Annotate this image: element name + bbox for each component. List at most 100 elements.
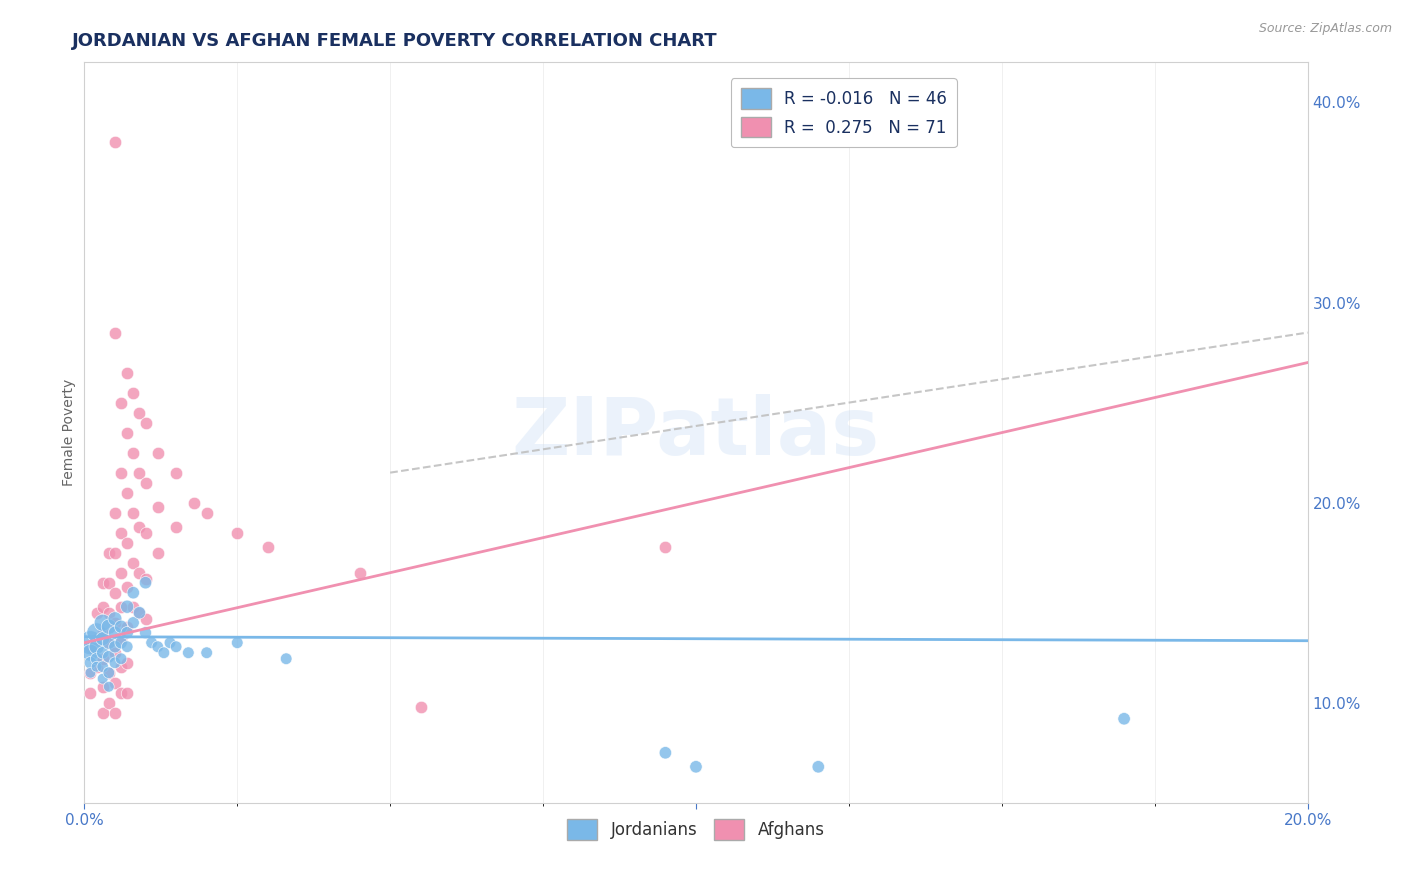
Point — [91, 706, 114, 720]
Point — [135, 525, 157, 540]
Point — [86, 659, 108, 673]
Point — [115, 580, 138, 594]
Point — [226, 636, 249, 650]
Point — [195, 646, 218, 660]
Point — [104, 506, 127, 520]
Point — [146, 640, 169, 654]
Point — [115, 686, 138, 700]
Point — [128, 466, 150, 480]
Point — [110, 632, 132, 646]
Point — [104, 585, 127, 599]
Point — [91, 659, 114, 673]
Point — [104, 640, 127, 654]
Point — [97, 546, 120, 560]
Point — [226, 525, 249, 540]
Point — [86, 632, 108, 646]
Point — [104, 656, 127, 670]
Point — [654, 540, 676, 554]
Point — [115, 640, 138, 654]
Point — [122, 556, 145, 570]
Point — [97, 636, 120, 650]
Point — [110, 651, 132, 665]
Point — [86, 659, 108, 673]
Point — [97, 665, 120, 680]
Point — [110, 620, 132, 634]
Text: Source: ZipAtlas.com: Source: ZipAtlas.com — [1258, 22, 1392, 36]
Point — [91, 646, 114, 660]
Point — [104, 646, 127, 660]
Point — [86, 640, 108, 654]
Point — [135, 572, 157, 586]
Point — [97, 620, 120, 634]
Point — [79, 640, 101, 654]
Point — [91, 651, 114, 665]
Point — [165, 466, 187, 480]
Point — [104, 136, 127, 150]
Point — [409, 699, 432, 714]
Point — [146, 546, 169, 560]
Point — [86, 606, 108, 620]
Point — [79, 636, 101, 650]
Point — [122, 506, 145, 520]
Point — [104, 546, 127, 560]
Point — [349, 566, 371, 580]
Point — [97, 575, 120, 590]
Point — [183, 496, 205, 510]
Point — [79, 656, 101, 670]
Point — [91, 680, 114, 694]
Point — [654, 746, 676, 760]
Point — [86, 625, 108, 640]
Point — [91, 599, 114, 614]
Point — [97, 696, 120, 710]
Point — [115, 625, 138, 640]
Point — [110, 686, 132, 700]
Point — [104, 612, 127, 626]
Point — [79, 665, 101, 680]
Text: ZIPatlas: ZIPatlas — [512, 393, 880, 472]
Point — [165, 519, 187, 533]
Legend: Jordanians, Afghans: Jordanians, Afghans — [561, 813, 831, 847]
Point — [135, 575, 157, 590]
Point — [91, 615, 114, 630]
Point — [135, 416, 157, 430]
Point — [110, 636, 132, 650]
Point — [97, 680, 120, 694]
Point — [128, 606, 150, 620]
Point — [97, 636, 120, 650]
Point — [122, 599, 145, 614]
Point — [128, 606, 150, 620]
Point — [153, 646, 176, 660]
Point — [146, 445, 169, 459]
Point — [104, 675, 127, 690]
Point — [165, 640, 187, 654]
Point — [97, 606, 120, 620]
Point — [685, 760, 707, 774]
Point — [110, 599, 132, 614]
Point — [195, 506, 218, 520]
Point — [122, 585, 145, 599]
Point — [115, 535, 138, 549]
Point — [159, 636, 181, 650]
Point — [146, 500, 169, 514]
Point — [122, 445, 145, 459]
Point — [104, 326, 127, 340]
Point — [135, 625, 157, 640]
Point — [79, 646, 101, 660]
Point — [128, 519, 150, 533]
Point — [115, 656, 138, 670]
Point — [122, 385, 145, 400]
Point — [128, 566, 150, 580]
Point — [86, 651, 108, 665]
Point — [97, 649, 120, 664]
Point — [104, 615, 127, 630]
Point — [97, 665, 120, 680]
Point — [276, 651, 298, 665]
Point — [115, 599, 138, 614]
Point — [177, 646, 200, 660]
Point — [110, 525, 132, 540]
Point — [91, 632, 114, 646]
Point — [115, 485, 138, 500]
Point — [115, 366, 138, 380]
Point — [115, 620, 138, 634]
Point — [79, 665, 101, 680]
